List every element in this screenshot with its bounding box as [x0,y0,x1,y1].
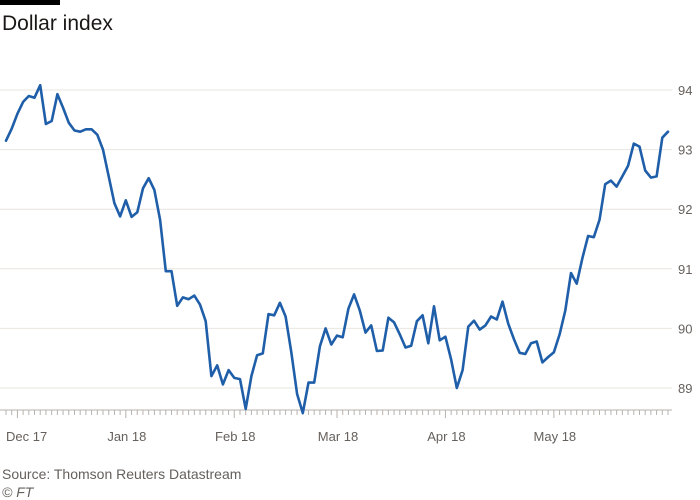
x-axis [0,409,672,418]
x-axis-labels: Dec 17 Jan 18 Feb 18 Mar 18 Apr 18 May 18 [6,429,576,444]
x-tick-label: Jan 18 [107,429,146,444]
x-tick-label: Dec 17 [6,429,47,444]
chart-area: 89 90 91 92 93 94 Dec 17 Jan 18 Feb 18 Mar 18 Apr… [0,83,692,444]
x-tick-label: May 18 [534,429,577,444]
x-tick-label: Apr 18 [427,429,465,444]
y-tick-label: 92 [678,202,692,217]
y-tick-label: 90 [678,321,692,336]
chart-title: Dollar index [2,12,113,35]
series-layer [4,83,670,415]
brand-bar [0,0,60,5]
y-tick-label: 94 [678,83,692,98]
x-tick-label: Mar 18 [318,429,358,444]
y-tick-label: 91 [678,262,692,277]
source-note: Source: Thomson Reuters Datastream [2,466,242,482]
y-tick-label: 93 [678,143,692,158]
x-tick-label: Feb 18 [215,429,255,444]
gridlines [0,89,672,389]
series-line-dollar-index [4,83,670,415]
ft-credit: © FT [2,484,34,500]
y-axis-labels: 89 90 91 92 93 94 [678,83,692,396]
y-tick-label: 89 [678,381,692,396]
